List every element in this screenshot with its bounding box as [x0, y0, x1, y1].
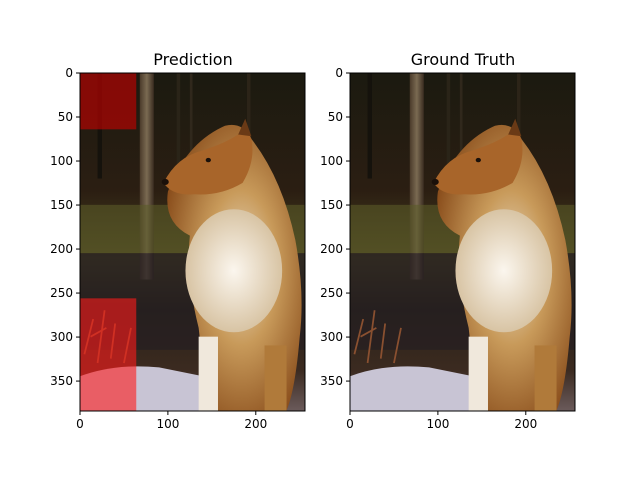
prediction-ytick-label: 150 [50, 198, 73, 212]
ground-truth-ytick-label: 50 [328, 110, 343, 124]
ground-truth-ytick-label: 200 [320, 242, 343, 256]
prediction-xtick-label: 0 [76, 417, 84, 431]
prediction-axes-frame [79, 72, 306, 412]
prediction-panel: Prediction 0 100 200 0 50 100 150 200 250 300 350 [50, 50, 306, 431]
ground-truth-axes-frame [349, 72, 576, 412]
ground-truth-ytick-label: 150 [320, 198, 343, 212]
ground-truth-ytick-label: 350 [320, 374, 343, 388]
prediction-overlays [80, 73, 137, 411]
ground-truth-panel: Ground Truth 0 100 200 0 50 100 150 200 250 300 35… [320, 50, 576, 431]
prediction-ytick-label: 300 [50, 330, 73, 344]
prediction-ytick-label: 100 [50, 154, 73, 168]
ground-truth-ticks: 0 100 200 0 50 100 150 200 250 300 350 [320, 66, 537, 431]
prediction-xtick-label: 100 [156, 417, 179, 431]
prediction-ytick-label: 50 [58, 110, 73, 124]
prediction-ytick-label: 0 [65, 66, 73, 80]
prediction-overlay-1 [80, 298, 137, 411]
ground-truth-ytick-label: 300 [320, 330, 343, 344]
ground-truth-ytick-label: 100 [320, 154, 343, 168]
ground-truth-ytick-label: 0 [335, 66, 343, 80]
prediction-overlay-0 [80, 73, 137, 130]
ground-truth-xtick-label: 100 [426, 417, 449, 431]
prediction-ytick-label: 200 [50, 242, 73, 256]
ground-truth-xtick-label: 0 [346, 417, 354, 431]
ground-truth-xtick-label: 200 [514, 417, 537, 431]
prediction-ticks: 0 100 200 0 50 100 150 200 250 300 350 [50, 66, 267, 431]
prediction-ytick-label: 250 [50, 286, 73, 300]
prediction-title: Prediction [153, 50, 232, 69]
ground-truth-ytick-label: 250 [320, 286, 343, 300]
ground-truth-image [349, 72, 576, 412]
prediction-xtick-label: 200 [244, 417, 267, 431]
ground-truth-title: Ground Truth [411, 50, 516, 69]
prediction-ytick-label: 350 [50, 374, 73, 388]
